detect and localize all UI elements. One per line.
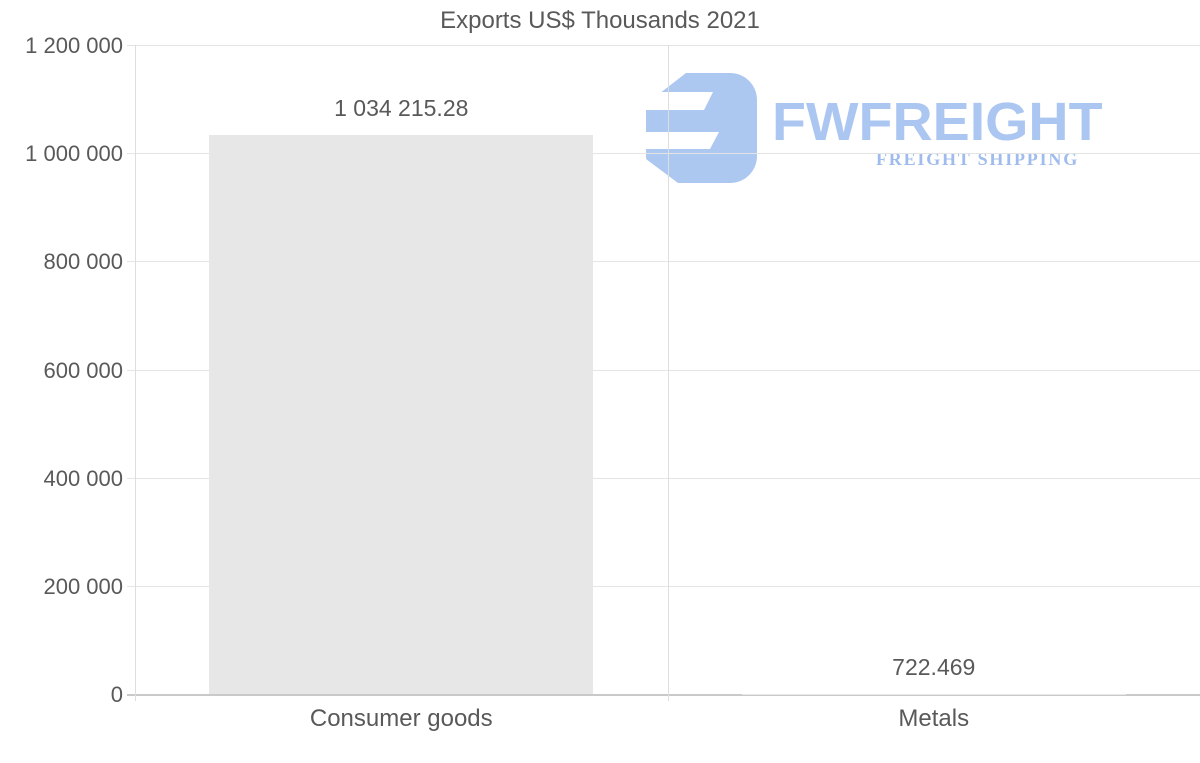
y-gridline [127, 261, 1200, 263]
y-gridline [127, 585, 1200, 587]
category-separator-line [667, 45, 669, 701]
zero-gridline [127, 694, 1200, 696]
y-tick-label: 600 000 [43, 357, 123, 383]
y-tick-label: 400 000 [43, 465, 123, 491]
bar-value-label-consumer-goods: 1 034 215.28 [334, 94, 469, 121]
y-gridline [127, 45, 1200, 46]
y-tick-label: 0 [110, 682, 123, 707]
y-axis-line [135, 45, 136, 701]
y-gridline [127, 477, 1200, 479]
bar-consumer-goods [209, 134, 594, 694]
watermark-tagline-text: FREIGHT SHIPPING [876, 149, 1079, 169]
chart-title: Exports US$ Thousands 2021 [440, 7, 760, 34]
x-category-label-metals: Metals [898, 705, 970, 732]
y-tick-label: 800 000 [43, 249, 123, 275]
watermark-brand-text: FWFREIGHT [772, 92, 1103, 152]
y-tick-label: 1 200 000 [25, 33, 123, 58]
fwfreight-mark-icon [646, 73, 757, 183]
bar-value-label-metals: 722.469 [892, 653, 976, 680]
y-gridline [127, 153, 1200, 155]
y-tick-label: 200 000 [43, 573, 123, 599]
y-gridline [127, 369, 1200, 371]
fwfreight-watermark: FWFREIGHT FREIGHT SHIPPING [646, 73, 1156, 198]
y-tick-label: 1 000 000 [25, 141, 123, 167]
x-category-label-consumer-goods: Consumer goods [309, 705, 493, 732]
